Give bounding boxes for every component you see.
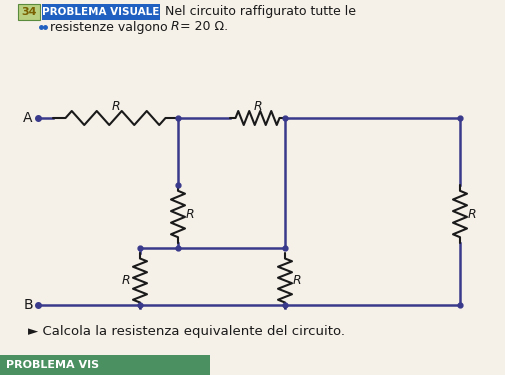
Text: Nel circuito raffigurato tutte le: Nel circuito raffigurato tutte le (165, 6, 356, 18)
Text: R: R (252, 99, 261, 112)
Text: B: B (23, 298, 33, 312)
Text: 34: 34 (21, 7, 37, 17)
Text: resistenze valgono: resistenze valgono (50, 21, 171, 33)
Text: R: R (121, 274, 130, 287)
Text: PROBLEMA VIS: PROBLEMA VIS (6, 360, 99, 370)
Bar (42, 4, 160, 20)
Bar (18, 4, 40, 20)
Bar (0, 355, 210, 375)
Text: PROBLEMA VISUALE: PROBLEMA VISUALE (42, 7, 160, 17)
Text: = 20 Ω.: = 20 Ω. (180, 21, 228, 33)
Text: R: R (292, 274, 300, 287)
Text: R: R (467, 207, 475, 220)
Text: R: R (185, 207, 194, 220)
Text: A: A (23, 111, 33, 125)
Text: R: R (111, 99, 120, 112)
Text: ► Calcola la resistenza equivalente del circuito.: ► Calcola la resistenza equivalente del … (28, 326, 344, 339)
Text: R: R (171, 21, 179, 33)
